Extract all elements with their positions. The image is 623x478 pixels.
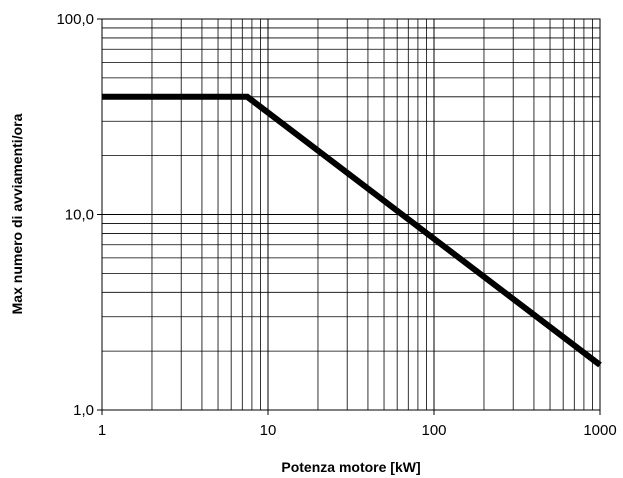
series-line [102, 93, 602, 368]
series-layer [102, 93, 602, 368]
y-tick-label: 10,0 [65, 207, 94, 224]
x-tick-label: 1000 [583, 422, 616, 439]
x-tick-label: 100 [421, 422, 446, 439]
y-tick-labels: 1,0 10,0 100,0 [56, 11, 102, 419]
y-tick-label: 100,0 [56, 11, 94, 28]
x-tick-labels: 1 10 100 1000 [98, 410, 617, 439]
x-axis-title: Potenza motore [kW] [281, 459, 420, 475]
y-axis-title: Max numero di avviamenti/ora [9, 113, 25, 314]
x-tick-label: 10 [260, 422, 277, 439]
grid [102, 19, 600, 410]
y-tick-label: 1,0 [73, 402, 94, 419]
x-tick-label: 1 [98, 422, 106, 439]
